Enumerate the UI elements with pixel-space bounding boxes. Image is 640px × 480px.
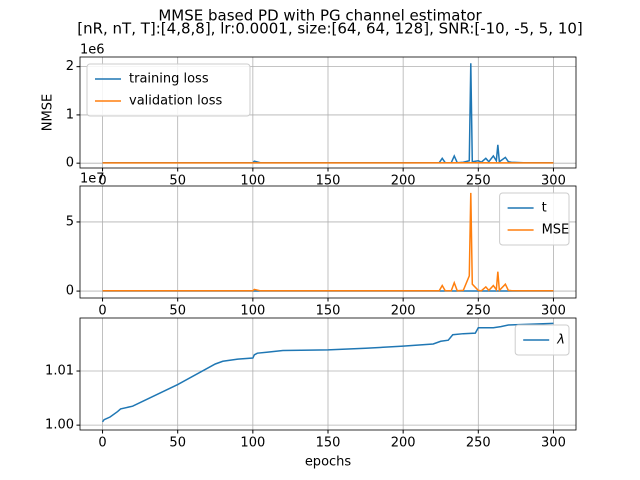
y-tick-label: 0 — [66, 156, 74, 171]
legend-label: λ — [556, 333, 565, 348]
x-tick-label: 200 — [391, 304, 416, 319]
legend-box — [86, 63, 251, 117]
x-tick-label: 150 — [316, 174, 341, 189]
figure-subtitle: [nR, nT, T]:[4,8,8], lr:0.0001, size:[64… — [77, 20, 583, 38]
figure-title: MMSE based PD with PG channel estimator — [158, 7, 482, 25]
x-tick-label: 300 — [541, 174, 566, 189]
x-tick-label: 200 — [391, 174, 416, 189]
y-offset-label: 1e7 — [80, 172, 105, 187]
x-tick-label: 100 — [240, 174, 265, 189]
x-tick-label: 250 — [466, 436, 491, 451]
y-tick-label: 0 — [66, 284, 74, 299]
x-tick-label: 200 — [391, 436, 416, 451]
y-tick-label: 1 — [66, 107, 74, 122]
x-tick-label: 250 — [466, 174, 491, 189]
y-offset-label: 1e6 — [80, 43, 105, 58]
y-tick-label: 1.01 — [45, 364, 74, 379]
x-tick-label: 0 — [98, 436, 106, 451]
y-axis-label: NMSE — [41, 94, 56, 131]
legend-label: MSE — [542, 223, 570, 238]
axes-frame — [79, 317, 577, 431]
y-tick-label: 5 — [66, 214, 74, 229]
axes-frame — [79, 56, 577, 169]
y-tick-label: 1.00 — [45, 418, 74, 433]
x-tick-label: 150 — [316, 436, 341, 451]
x-tick-label: 0 — [98, 304, 106, 319]
x-tick-label: 50 — [169, 174, 186, 189]
legend-label: training loss — [129, 72, 209, 87]
legend-label: t — [542, 201, 547, 216]
x-tick-label: 300 — [541, 304, 566, 319]
x-tick-label: 0 — [98, 174, 106, 189]
series-line — [102, 192, 554, 293]
x-tick-label: 250 — [466, 304, 491, 319]
axes-frame — [79, 185, 577, 299]
x-axis-label: epochs — [305, 455, 352, 470]
legend-label: validation loss — [129, 94, 222, 109]
x-tick-label: 100 — [240, 436, 265, 451]
y-tick-label: 2 — [66, 59, 74, 74]
x-tick-label: 100 — [240, 304, 265, 319]
x-tick-label: 150 — [316, 304, 341, 319]
x-tick-label: 50 — [169, 304, 186, 319]
series-line — [101, 322, 554, 423]
legend-box — [499, 192, 570, 246]
x-tick-label: 300 — [541, 436, 566, 451]
x-tick-label: 50 — [169, 436, 186, 451]
